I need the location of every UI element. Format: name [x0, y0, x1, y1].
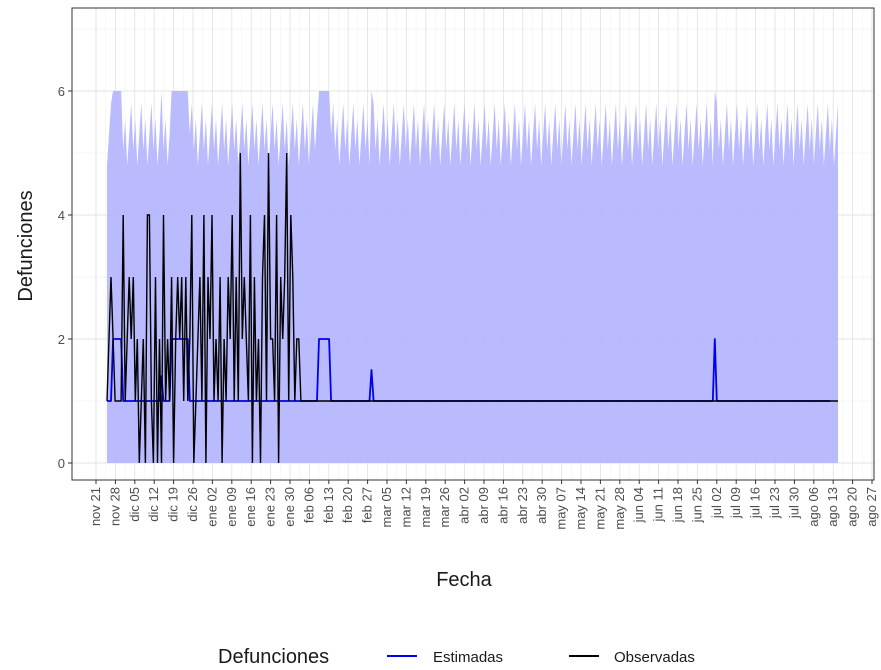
series-observadas-line — [106, 152, 838, 464]
plot-panel — [71, 7, 875, 481]
x-tick-label: ago 06 — [806, 487, 821, 527]
y-tick-label: 0 — [58, 456, 65, 471]
x-tick-label: ago 20 — [845, 487, 860, 527]
x-tick-label: dic 12 — [146, 487, 161, 522]
x-tick-label: jul 30 — [786, 487, 801, 519]
x-tick-label: jul 16 — [748, 487, 763, 519]
x-tick-label: ago 13 — [825, 487, 840, 527]
legend-label-observadas: Observadas — [614, 649, 695, 666]
x-tick-label: jul 09 — [728, 487, 743, 519]
x-tick-label: dic 26 — [185, 487, 200, 522]
x-tick-label: ene 09 — [224, 487, 239, 527]
x-tick-label: mar 05 — [379, 487, 394, 527]
x-tick-label: mar 19 — [418, 487, 433, 527]
prediction-band — [107, 91, 838, 463]
x-tick-label: may 07 — [554, 487, 569, 530]
x-tick-label: jun 18 — [670, 487, 685, 523]
x-tick-label: feb 13 — [321, 487, 336, 523]
x-tick-label: dic 19 — [166, 487, 181, 522]
legend: Defunciones Estimadas Observadas — [218, 646, 695, 668]
x-tick-label: dic 05 — [127, 487, 142, 522]
x-tick-label: ene 23 — [263, 487, 278, 527]
y-tick-label: 6 — [58, 84, 65, 99]
x-tick-label: ene 02 — [204, 487, 219, 527]
x-tick-label: may 14 — [573, 487, 588, 530]
x-tick-label: may 21 — [592, 487, 607, 530]
x-tick-label: feb 06 — [301, 487, 316, 523]
x-axis-title: Fecha — [436, 569, 492, 591]
x-tick-label: ago 27 — [864, 487, 879, 527]
legend-label-estimadas: Estimadas — [433, 649, 503, 666]
x-tick-label: mar 26 — [437, 487, 452, 527]
x-tick-label: jul 23 — [767, 487, 782, 519]
y-tick-label: 4 — [58, 208, 65, 223]
y-tick-label: 2 — [58, 332, 65, 347]
x-tick-label: abr 16 — [495, 487, 510, 524]
x-tick-label: mar 12 — [398, 487, 413, 527]
x-tick-label: abr 09 — [476, 487, 491, 524]
x-tick-label: ene 16 — [243, 487, 258, 527]
x-tick-label: jun 11 — [651, 487, 666, 522]
x-tick-label: feb 27 — [360, 487, 375, 523]
x-tick-label: jun 25 — [689, 487, 704, 523]
x-tick-label: jul 02 — [709, 487, 724, 519]
legend-title: Defunciones — [218, 646, 329, 668]
x-tick-label: abr 30 — [534, 487, 549, 524]
y-axis: 0 2 4 6 — [58, 84, 72, 471]
y-axis-title: Defunciones — [15, 190, 37, 301]
x-tick-label: nov 28 — [107, 487, 122, 526]
x-tick-label: ene 30 — [282, 487, 297, 527]
x-tick-label: nov 21 — [88, 487, 103, 526]
x-tick-label: abr 23 — [515, 487, 530, 524]
x-axis: nov 21 nov 28 dic 05 dic 12 dic 19 dic 26 ene … — [88, 480, 879, 530]
x-tick-label: jun 04 — [631, 487, 646, 523]
x-tick-label: may 28 — [612, 487, 627, 530]
x-tick-label: abr 02 — [457, 487, 472, 524]
panel-border — [71, 7, 875, 481]
x-tick-label: feb 20 — [340, 487, 355, 523]
